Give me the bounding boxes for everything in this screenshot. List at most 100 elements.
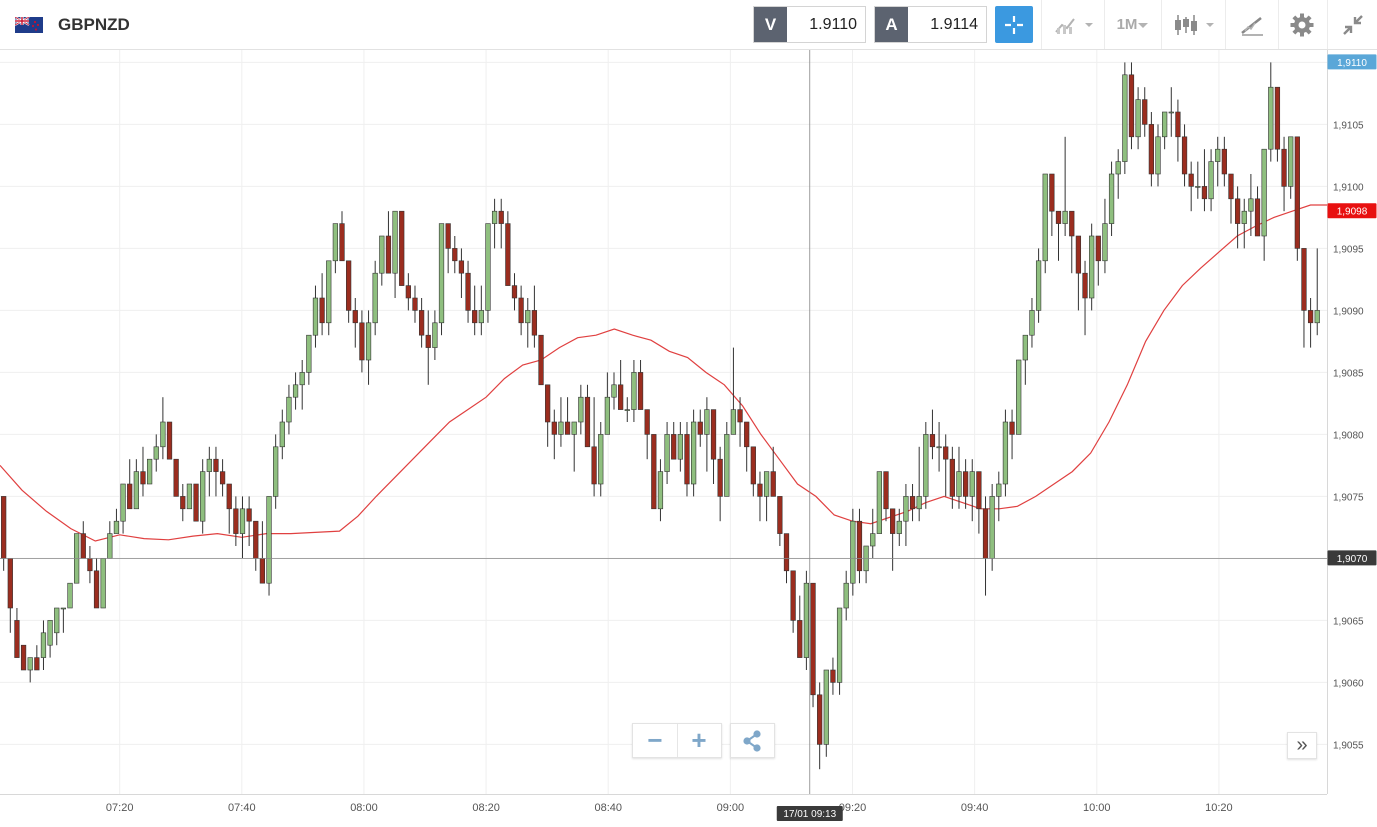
candle-bear	[1274, 86, 1281, 150]
indicators-button[interactable]	[1050, 6, 1098, 43]
candle-bear	[584, 396, 591, 448]
time-tick-label: 09:20	[839, 802, 867, 814]
price-chart[interactable]: 1,9055 1,9060 1,9065 1,9070 1,9075 1,9080 1,90…	[0, 50, 1377, 827]
candle-bear	[219, 471, 226, 485]
symbol-title: GBPNZD	[58, 15, 130, 34]
price-tick-label: 1,9080	[1333, 430, 1364, 441]
price-tick-label: 1,9100	[1333, 182, 1364, 193]
candlestick-type-icon	[1175, 14, 1214, 35]
candle-bull	[279, 421, 285, 448]
candle-bear	[1069, 210, 1075, 237]
candle-bear	[213, 458, 219, 472]
candle-bear	[352, 310, 358, 324]
candle-bull	[843, 582, 849, 609]
price-tick-label: 1,9075	[1333, 492, 1364, 503]
candle-bull	[306, 334, 312, 373]
candle-bear	[976, 471, 982, 510]
candle-bull	[763, 471, 770, 497]
timeframe-selector[interactable]: 1M	[1110, 6, 1156, 43]
candle-bear	[982, 508, 989, 559]
candle-bear	[1281, 148, 1287, 187]
candle-bear	[797, 620, 803, 658]
candle-bear	[817, 694, 823, 745]
current-price-tag-background	[1327, 203, 1377, 219]
candle-bear	[564, 421, 571, 435]
share-icon	[743, 730, 761, 752]
drawing-tools-button[interactable]	[1234, 6, 1270, 43]
candle-bear	[1234, 198, 1241, 224]
time-tick-label: 08:40	[594, 802, 622, 814]
candle-bull	[1035, 260, 1042, 311]
candle-bull	[803, 582, 810, 658]
sell-price-button[interactable]: V 1.9110	[753, 6, 866, 43]
candle-bull	[677, 434, 683, 460]
settings-button[interactable]	[1285, 6, 1319, 43]
candle-bull	[153, 446, 159, 460]
candle-bear	[1148, 124, 1154, 175]
buy-price-button[interactable]: A 1.9114	[874, 6, 987, 43]
candle-bear	[1201, 186, 1208, 200]
candle-bear	[1055, 210, 1062, 224]
candle-bull	[107, 533, 113, 559]
candle-bear	[883, 471, 889, 510]
candle-bull	[332, 223, 338, 262]
zoom-in-button[interactable]: +	[691, 725, 707, 755]
candle-bear	[637, 372, 644, 410]
candle-bull	[1268, 86, 1274, 150]
candle-bull	[1016, 359, 1022, 435]
time-tick-label: 08:20	[472, 802, 500, 814]
candle-bull	[624, 409, 630, 411]
gear-icon	[1290, 13, 1314, 36]
candle-bear	[339, 223, 345, 262]
chart-type-button[interactable]	[1170, 6, 1220, 43]
candle-bull	[923, 434, 929, 497]
candle-bull	[1155, 136, 1161, 175]
candle-bull	[326, 260, 332, 324]
candle-bull	[27, 657, 33, 671]
candlestick-series	[1, 62, 1320, 770]
candle-bear	[651, 434, 657, 510]
candle-bear	[259, 558, 266, 584]
candle-bear	[425, 334, 431, 348]
candle-bull	[558, 421, 564, 435]
candle-bear	[140, 471, 146, 485]
candle-bull	[432, 322, 438, 348]
share-button[interactable]	[730, 723, 775, 758]
candle-bull	[1062, 210, 1068, 224]
candle-bear	[166, 421, 173, 460]
candle-bull	[690, 421, 697, 485]
candle-bull	[60, 607, 66, 610]
candle-bull	[1162, 111, 1168, 138]
crosshair-lines	[0, 50, 1327, 794]
candle-bull	[969, 471, 975, 497]
candle-bear	[1188, 173, 1194, 187]
candle-bull	[485, 223, 491, 311]
candle-bull	[186, 483, 193, 510]
candle-bull	[1314, 310, 1320, 324]
candle-bull	[1135, 99, 1141, 138]
candle-bull	[903, 496, 909, 522]
candle-bear	[710, 409, 717, 460]
candle-bull	[896, 520, 902, 534]
candle-bull	[730, 409, 737, 435]
collapse-button[interactable]	[1336, 6, 1370, 43]
candle-bear	[777, 496, 783, 534]
candle-bear	[591, 446, 597, 485]
crosshair-price-tag-background	[1327, 550, 1377, 566]
candle-bull	[956, 471, 962, 497]
candle-bull	[273, 446, 279, 497]
candle-bull	[113, 520, 120, 534]
candle-bear	[445, 223, 451, 249]
price-tick-label: 1,9060	[1333, 678, 1364, 689]
candle-bull	[1022, 334, 1028, 361]
scroll-to-end-button[interactable]: »	[1287, 732, 1317, 759]
candle-bear	[551, 421, 557, 435]
timeframe-value: 1M	[1116, 16, 1138, 33]
candle-bear	[20, 644, 27, 671]
zoom-out-button[interactable]: −	[633, 724, 678, 757]
candle-bull	[286, 396, 292, 423]
crosshair-button[interactable]	[995, 6, 1033, 43]
candle-bear	[1181, 136, 1188, 175]
chart-toolbar: GBPNZD V 1.9110 A 1.9114 1M	[0, 0, 1377, 50]
candle-bear	[618, 384, 624, 410]
